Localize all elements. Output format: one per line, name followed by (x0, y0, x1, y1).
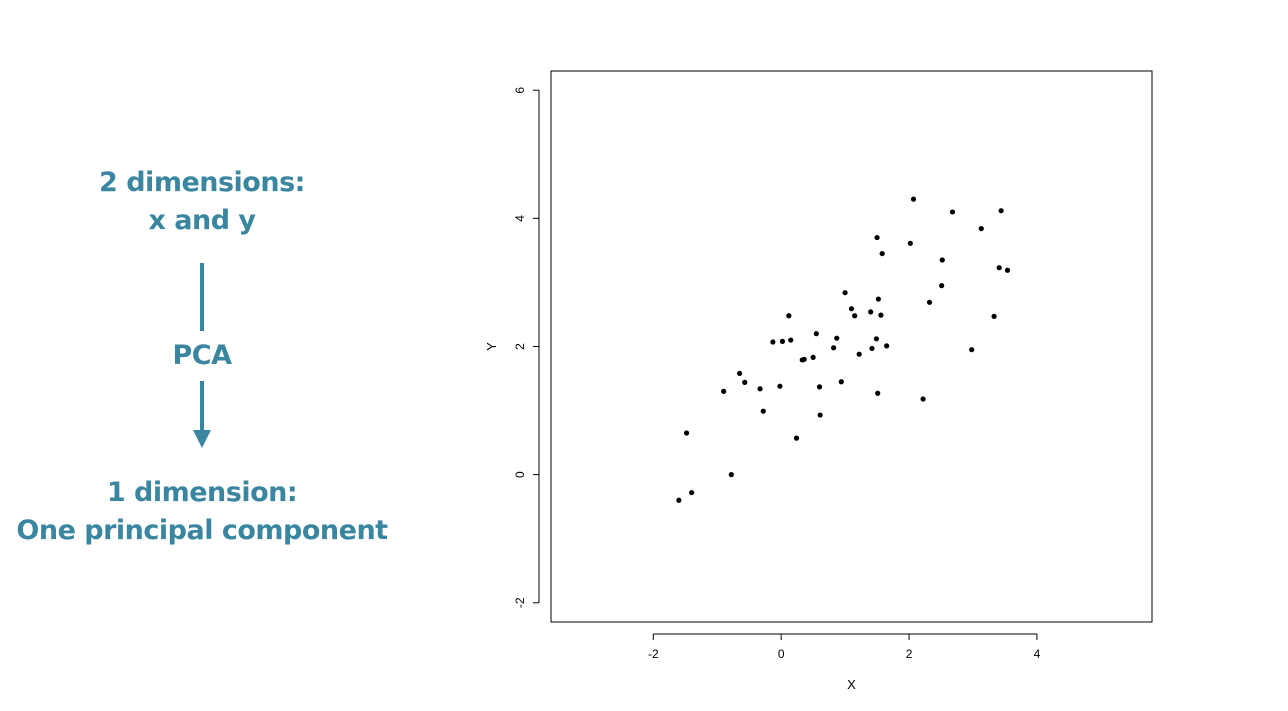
data-point (875, 296, 881, 302)
input-dimensions-line1: 2 dimensions: (99, 167, 305, 198)
input-dimensions-line2: x and y (148, 205, 256, 236)
data-point (676, 497, 682, 503)
x-axis: -2 0 2 4 (648, 633, 1041, 661)
data-point (869, 345, 875, 352)
y-tick-label: 0 (513, 471, 527, 478)
x-tick-label: 4 (1034, 647, 1041, 661)
data-point (939, 283, 945, 289)
plot-frame (550, 70, 1153, 623)
data-point (907, 240, 913, 246)
data-point (830, 345, 837, 351)
data-point (777, 383, 783, 389)
data-point (721, 388, 727, 394)
data-point (757, 386, 763, 392)
x-tick-label: -2 (648, 647, 659, 661)
data-point (810, 354, 816, 360)
output-dimensions-line2: One principal component (16, 515, 388, 546)
data-point (779, 338, 786, 344)
down-arrow-icon (193, 430, 211, 448)
data-point (786, 313, 792, 319)
data-point (813, 331, 819, 337)
data-point (910, 196, 917, 202)
data-point (856, 351, 862, 357)
data-point (920, 396, 926, 402)
data-point (978, 226, 984, 232)
pca-flow-diagram: 2 dimensions: x and y PCA 1 dimension: O… (0, 0, 404, 711)
data-point (998, 208, 1004, 214)
data-point (868, 309, 874, 315)
data-point (848, 306, 855, 312)
data-points (676, 196, 1011, 503)
y-axis: -2 0 2 4 6 (513, 87, 540, 608)
data-point (801, 356, 807, 362)
data-point (969, 347, 975, 353)
output-dimensions-label: 1 dimension: One principal component (0, 474, 404, 550)
output-dimensions-line1: 1 dimension: (106, 477, 298, 508)
pca-step-label: PCA (172, 340, 233, 371)
data-point (1004, 267, 1011, 273)
data-point (875, 390, 881, 396)
data-point (949, 209, 956, 215)
data-point (689, 489, 695, 496)
data-point (874, 234, 880, 241)
data-point (793, 435, 800, 441)
data-point (838, 379, 844, 385)
x-tick-label: 0 (778, 647, 785, 661)
y-tick-label: 2 (513, 343, 527, 350)
data-point (788, 337, 794, 343)
flow-arrow-shaft (200, 381, 204, 430)
data-point (991, 313, 997, 319)
data-point (742, 379, 748, 385)
input-dimensions-label: 2 dimensions: x and y (0, 164, 404, 240)
data-point (926, 299, 933, 305)
y-axis-title: Y (484, 342, 499, 351)
x-axis-title: X (847, 677, 856, 692)
data-point (728, 472, 734, 478)
scatter-plot: -2 0 2 4 -2 0 2 4 6 X Y (484, 70, 1153, 692)
x-tick-label: 2 (906, 647, 913, 661)
data-point (873, 336, 880, 342)
data-point (852, 313, 858, 319)
data-point (683, 430, 690, 436)
y-tick-label: 4 (513, 215, 527, 222)
flow-connector-line (200, 263, 204, 331)
data-point (816, 384, 823, 390)
data-point (760, 408, 766, 414)
data-point (884, 343, 890, 349)
data-point (878, 312, 884, 318)
y-tick-label: -2 (513, 597, 527, 608)
data-point (939, 257, 945, 263)
y-tick-label: 6 (513, 87, 527, 94)
data-point (817, 412, 823, 418)
data-point (737, 370, 743, 377)
data-point (834, 335, 840, 341)
data-point (996, 265, 1002, 271)
data-point (879, 250, 885, 257)
data-point (770, 339, 776, 345)
data-point (842, 290, 848, 296)
